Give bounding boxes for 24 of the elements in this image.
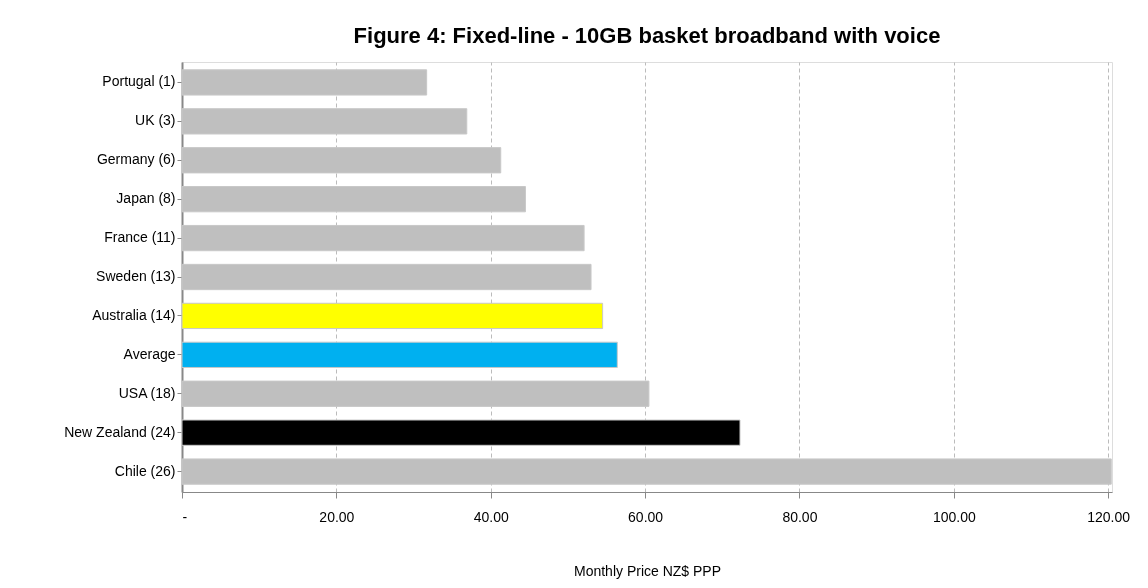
y-tick-label: Chile (26) [114, 462, 176, 479]
x-tick-label: 60.00 [628, 508, 664, 525]
x-tick-label: 80.00 [782, 508, 818, 525]
y-tick-label: UK (3) [135, 112, 176, 129]
x-tick-label: 100.00 [932, 508, 976, 525]
bar [181, 419, 741, 446]
chart-title: Figure 4: Fixed-line - 10GB basket broadband with voice [353, 23, 941, 48]
bar [181, 263, 592, 291]
y-tick-label: Sweden (13) [96, 268, 176, 284]
y-tick-label: Portugal (1) [102, 73, 176, 90]
y-tick-label: Australia (14) [92, 306, 176, 323]
y-tick-label: USA (18) [118, 384, 176, 401]
bar [181, 302, 604, 330]
x-tick-label: - [182, 508, 188, 525]
x-tick-label: 20.00 [319, 508, 355, 525]
y-tick-label: France (11) [104, 229, 176, 246]
y-tick-label: Germany (6) [96, 151, 176, 168]
x-tick-label: 120.00 [1087, 508, 1131, 525]
x-axis-title: Monthly Price NZ$ PPP [573, 562, 722, 579]
x-tick-label: 40.00 [473, 508, 509, 525]
bar [181, 341, 618, 368]
y-tick-label: Japan (8) [116, 190, 176, 207]
y-tick-label: Average [123, 345, 176, 362]
y-tick-label: New Zealand (24) [64, 423, 176, 440]
